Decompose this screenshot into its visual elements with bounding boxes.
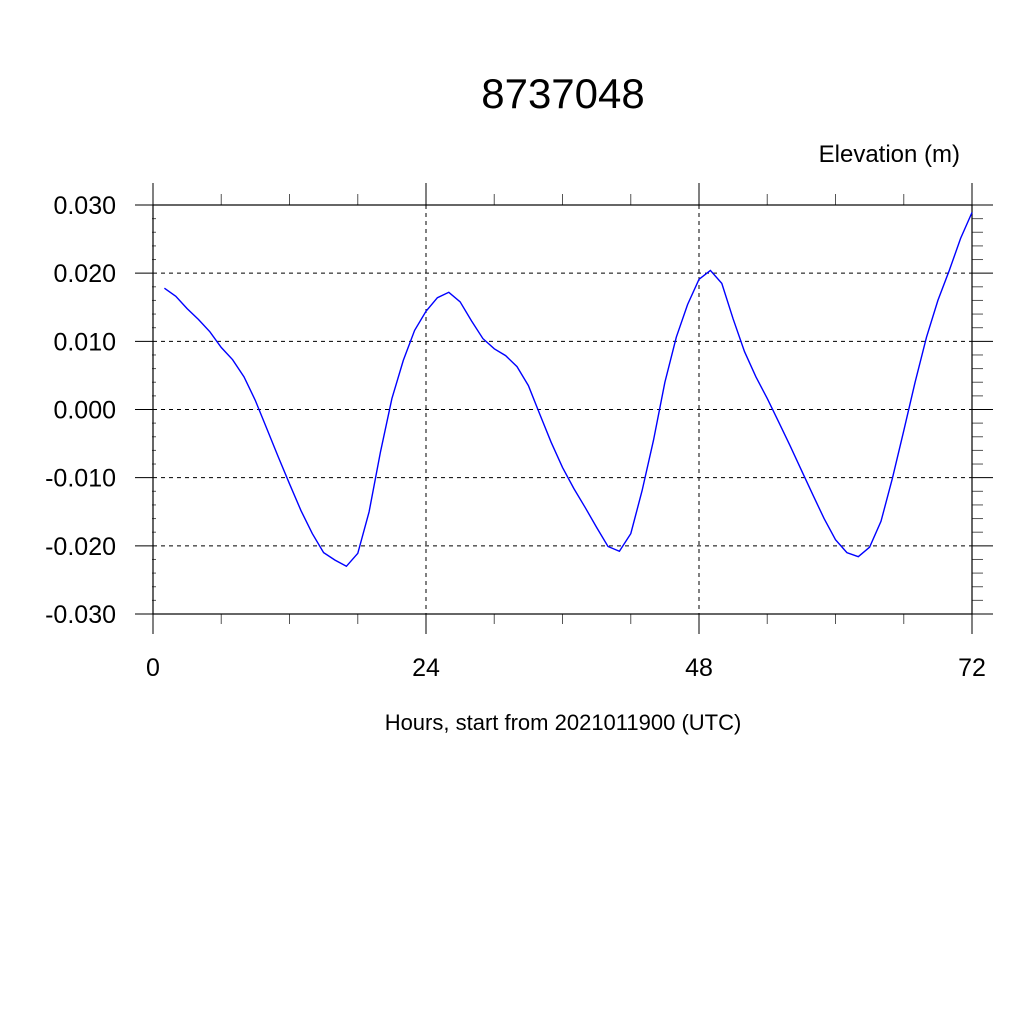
x-tick-label: 0 — [146, 654, 160, 682]
x-tick-labels: 0 24 48 72 — [146, 654, 986, 682]
y-tick-label: -0.020 — [45, 533, 116, 561]
x-axis-label: Hours, start from 2021011900 (UTC) — [385, 710, 742, 735]
y-tick-label: 0.020 — [53, 260, 116, 288]
y-tick-label: 0.000 — [53, 397, 116, 425]
plot-frame — [152, 204, 973, 615]
axis-ticks — [135, 183, 993, 634]
y-tick-labels: 0.030 0.020 0.010 0.000 -0.010 -0.020 -0.030 — [45, 192, 116, 629]
y-tick-label: 0.030 — [53, 192, 116, 220]
series-group — [163, 212, 973, 568]
chart-title: 8737048 — [481, 70, 645, 117]
x-tick-label: 48 — [685, 654, 713, 682]
y-tick-label: -0.030 — [45, 601, 116, 629]
y-tick-label: 0.010 — [53, 328, 116, 356]
series-line — [163, 212, 973, 568]
x-tick-label: 24 — [412, 654, 440, 682]
x-tick-label: 72 — [958, 654, 986, 682]
grid — [152, 204, 973, 615]
y-axis-label: Elevation (m) — [819, 141, 960, 168]
y-tick-label: -0.010 — [45, 465, 116, 493]
